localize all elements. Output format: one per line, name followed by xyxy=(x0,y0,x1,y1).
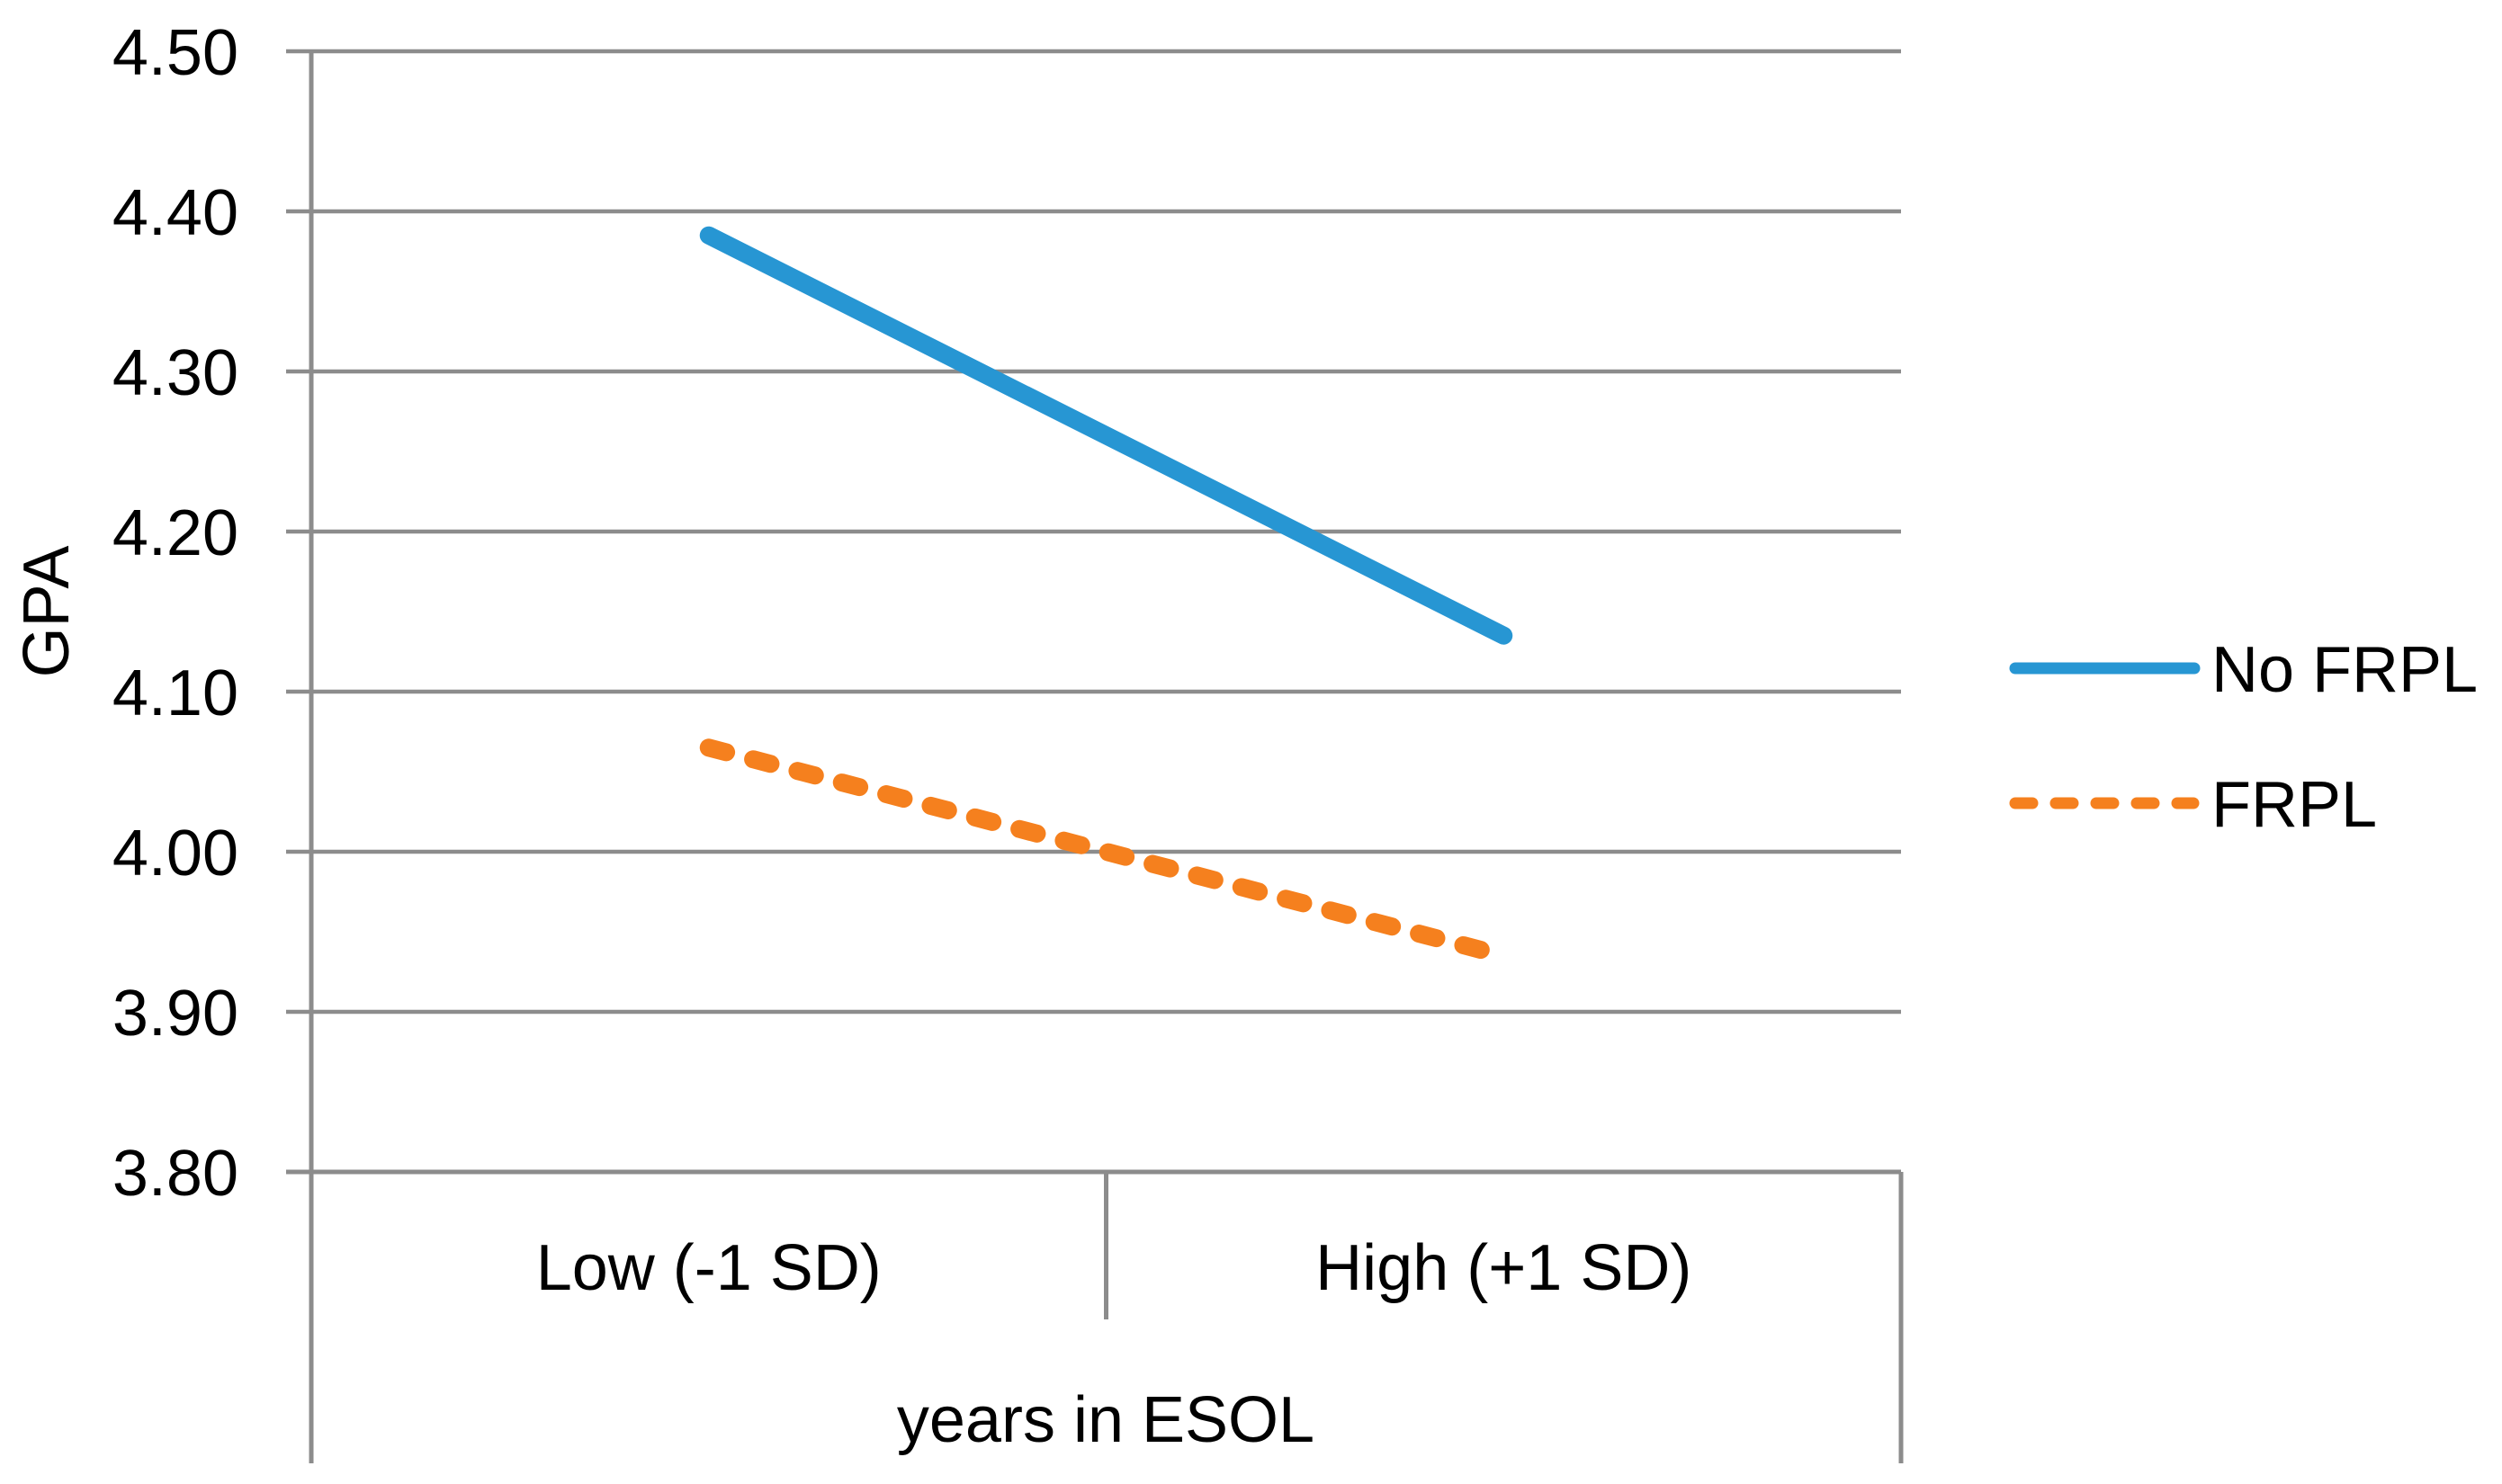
y-tick-label: 4.10 xyxy=(112,657,238,729)
y-axis-title: GPA xyxy=(11,546,83,678)
legend-item-no-frpl: No FRPL xyxy=(2009,634,2478,706)
y-tick-labels-layer: 4.50 4.40 4.30 4.20 4.10 4.00 3.90 3.80 xyxy=(112,17,238,1210)
legend: No FRPL FRPL xyxy=(2009,634,2478,841)
x-category-label-low-1-sd: Low (-1 SD) xyxy=(536,1232,882,1304)
x-category-labels-layer: Low (-1 SD) High (+1 SD) xyxy=(536,1232,1692,1304)
x-category-label-high-1-sd: High (+1 SD) xyxy=(1315,1232,1691,1304)
series-line-frpl xyxy=(699,738,1513,965)
y-tick-label: 4.40 xyxy=(112,177,238,249)
y-tick-label: 3.80 xyxy=(112,1138,238,1210)
legend-item-frpl: FRPL xyxy=(2009,769,2377,841)
series-line-no-frpl xyxy=(699,226,1513,645)
y-tick-label: 4.30 xyxy=(112,337,238,409)
x-axis-title: years in ESOL xyxy=(897,1384,1314,1456)
axes-layer xyxy=(309,51,1904,1463)
y-tick-label: 3.90 xyxy=(112,978,238,1050)
legend-label-frpl: FRPL xyxy=(2211,769,2377,841)
y-tick-label: 4.00 xyxy=(112,818,238,890)
legend-label-no-frpl: No FRPL xyxy=(2211,634,2478,706)
gridlines-layer xyxy=(286,49,1901,1175)
series-lines-layer xyxy=(699,226,1513,965)
y-tick-label: 4.50 xyxy=(112,17,238,89)
y-tick-label: 4.20 xyxy=(112,497,238,569)
